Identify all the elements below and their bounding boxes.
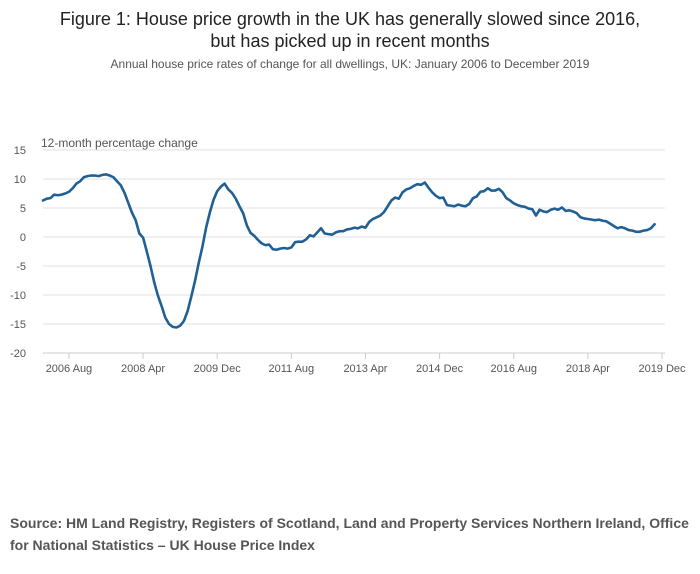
x-tick-label: 2009 Dec: [194, 363, 242, 375]
y-tick-label: -20: [10, 348, 26, 360]
source-note: Source: HM Land Registry, Registers of S…: [10, 515, 689, 553]
line-chart: 15 10 5 0 -5 -10 -15 -20 2006 Aug 2008 Apr 2009 D…: [10, 136, 686, 375]
y-tick-label: 15: [14, 145, 26, 157]
x-axis-ticks: 2006 Aug 2008 Apr 2009 Dec 2011 Aug 2013 Apr…: [46, 353, 686, 375]
y-tick-label: 10: [14, 174, 26, 186]
y-tick-label: -5: [16, 261, 26, 273]
x-tick-label: 2014 Dec: [416, 363, 464, 375]
series-line: [41, 173, 656, 329]
y-tick-label: -15: [10, 319, 26, 331]
chart-title-line-1: Figure 1: House price growth in the UK h…: [59, 9, 641, 29]
chart-title-line-2: but has picked up in recent months: [210, 31, 490, 51]
x-tick-label: 2018 Apr: [566, 363, 610, 375]
chart-title: Figure 1: House price growth in the UK h…: [0, 8, 700, 52]
y-axis-label: 12-month percentage change: [41, 136, 198, 150]
x-tick-label: 2013 Apr: [343, 363, 387, 375]
x-tick-label: 2019 Dec: [638, 363, 686, 375]
y-tick-label: 0: [20, 232, 26, 244]
x-tick-label: 2011 Aug: [268, 363, 314, 375]
x-tick-label: 2006 Aug: [46, 363, 93, 375]
y-axis-ticks: 15 10 5 0 -5 -10 -15 -20: [10, 145, 26, 360]
y-tick-label: -10: [10, 290, 26, 302]
chart-subtitle: Annual house price rates of change for a…: [110, 57, 590, 71]
x-tick-label: 2008 Apr: [121, 363, 165, 375]
x-tick-label: 2016 Aug: [490, 363, 537, 375]
y-tick-label: 5: [20, 203, 26, 215]
series-layer: [41, 173, 656, 329]
grid-lines: [43, 149, 665, 354]
